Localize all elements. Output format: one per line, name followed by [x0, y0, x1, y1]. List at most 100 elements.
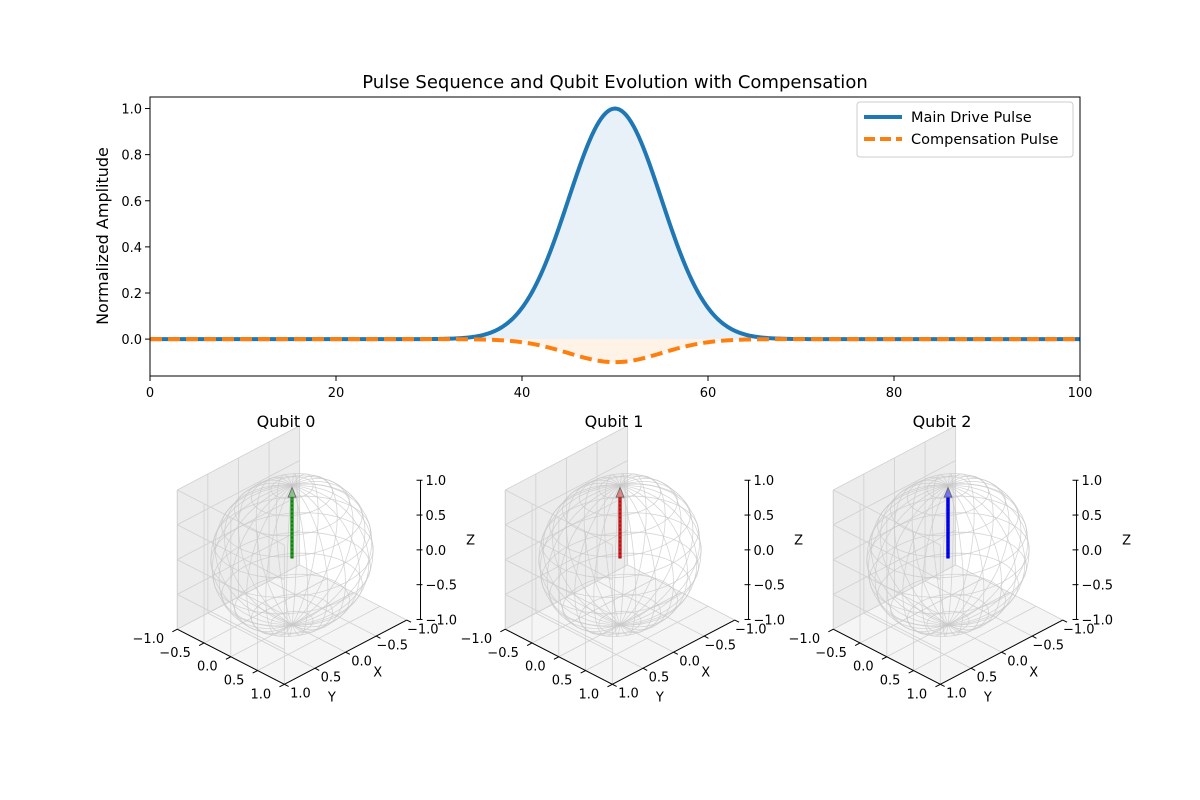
y-tick-label: 0.0 — [197, 660, 218, 675]
y-tick-mark — [935, 683, 941, 688]
sphere-parallel — [926, 476, 970, 500]
sphere-parallel — [598, 610, 642, 634]
x-tick-label: 40 — [514, 386, 531, 401]
state-vector-head — [943, 486, 953, 498]
y-tick-mark — [500, 628, 506, 633]
y-axis-label: Y — [655, 690, 664, 705]
x-tick-mark — [1062, 619, 1068, 623]
bloch-sphere-qubit-0: −1.0−0.50.00.51.0X−1.0−0.50.00.51.0 Y−1.0… — [133, 412, 476, 705]
sphere-parallel — [877, 483, 1019, 558]
legend-label-main: Main Drive Pulse — [911, 110, 1032, 126]
z-tick-label: 1.0 — [426, 474, 447, 489]
x-tick-label: −1.0 — [1063, 622, 1095, 637]
x-tick-label: 0.0 — [679, 654, 700, 669]
y-tick-mark — [908, 670, 914, 674]
z-tick-label: −1.0 — [1082, 613, 1114, 628]
sphere-parallel — [869, 495, 1027, 579]
y-tick-label: 0.5 — [552, 674, 573, 689]
grid-line — [585, 605, 709, 671]
x-tick-label: 1.0 — [290, 687, 311, 702]
z-tick-label: −0.5 — [754, 579, 786, 594]
state-vector-head — [287, 486, 297, 498]
y-tick-label: 1.0 — [579, 687, 600, 702]
chart-title: Pulse Sequence and Qubit Evolution with … — [362, 72, 867, 93]
grid-line — [535, 612, 644, 669]
x-tick-mark — [375, 635, 381, 639]
sphere-parallel — [213, 495, 371, 579]
y-tick-label: 0.8 — [121, 149, 142, 164]
sphere-parallel — [877, 552, 1019, 627]
y-tick-label: 0.5 — [880, 674, 901, 689]
y-tick-label: 1.0 — [121, 103, 142, 118]
sphere-parallel — [213, 531, 371, 615]
x-tick-label: 20 — [328, 386, 345, 401]
grid-line — [177, 460, 300, 526]
y-tick-label: −1.0 — [461, 632, 493, 647]
sphere-parallel — [234, 573, 350, 635]
y-axis-label: Y — [327, 690, 336, 705]
x-tick-label: 1.0 — [618, 687, 639, 702]
x-tick-mark — [345, 651, 351, 655]
x-tick-label: 1.0 — [946, 687, 967, 702]
x-tick-label: 0.0 — [1007, 654, 1028, 669]
plot-frame — [149, 96, 1081, 377]
legend[interactable]: Main Drive Pulse Compensation Pulse — [856, 101, 1074, 158]
grid-line — [257, 605, 381, 671]
y-axis-ticks: 0.0 0.2 0.4 0.6 0.8 1.0 — [121, 103, 150, 348]
y-tick-label: 0.0 — [853, 660, 874, 675]
y-tick-label: −0.5 — [815, 646, 847, 661]
y-tick-mark — [854, 642, 861, 646]
grid-line — [863, 612, 972, 669]
x-tick-label: 0.5 — [649, 670, 670, 685]
x-tick-mark — [940, 683, 945, 687]
sphere-parallel — [250, 593, 334, 637]
series-line-1 — [150, 337, 1080, 365]
y-tick-label: 0.2 — [121, 287, 142, 302]
sphere-parallel — [598, 476, 642, 500]
subplot-title: Qubit 2 — [913, 412, 972, 431]
grid-line — [505, 425, 628, 491]
x-tick-label: 0.5 — [977, 670, 998, 685]
x-tick-mark — [314, 667, 320, 671]
y-tick-mark — [881, 656, 888, 660]
sphere-parallel — [234, 475, 350, 537]
x-tick-mark — [406, 619, 412, 623]
x-tick-mark — [734, 619, 740, 623]
y-tick-label: 0.0 — [121, 333, 142, 348]
grid-line — [177, 489, 285, 546]
subplot-title: Qubit 0 — [257, 412, 316, 431]
z-axis-label: Z — [466, 533, 475, 548]
sphere-parallel — [541, 531, 699, 615]
z-tick-label: 0.5 — [754, 509, 775, 524]
y-tick-mark — [172, 628, 178, 633]
sphere-parallel — [578, 593, 662, 637]
pulse-chart: Pulse Sequence and Qubit Evolution with … — [93, 72, 1092, 401]
x-tick-label: 0.0 — [351, 654, 372, 669]
legend-label-comp: Compensation Pulse — [911, 132, 1059, 148]
grid-line — [833, 460, 956, 526]
x-tick-label: 100 — [1068, 386, 1093, 401]
x-tick-mark — [1031, 635, 1037, 639]
x-tick-label: −0.5 — [376, 638, 408, 653]
sphere-parallel — [541, 495, 699, 579]
series-fill-0 — [150, 108, 1080, 340]
x-tick-label: −0.5 — [1032, 638, 1064, 653]
x-tick-label: −1.0 — [407, 622, 439, 637]
grid-line — [207, 612, 316, 669]
y-tick-label: −1.0 — [789, 632, 821, 647]
y-tick-mark — [828, 628, 834, 633]
y-tick-label: 0.4 — [121, 241, 142, 256]
x-tick-mark — [642, 667, 648, 671]
z-tick-label: 0.5 — [426, 509, 447, 524]
z-tick-label: −0.5 — [426, 579, 458, 594]
y-tick-mark — [607, 683, 613, 688]
y-tick-label: −0.5 — [487, 646, 519, 661]
pulse-fills — [150, 108, 1080, 363]
grid-line — [833, 489, 941, 546]
sphere-parallel — [221, 483, 363, 558]
pulse-series — [150, 106, 1080, 365]
y-tick-label: 0.0 — [525, 660, 546, 675]
legend-box — [856, 101, 1074, 158]
z-tick-label: −0.5 — [1082, 579, 1114, 594]
